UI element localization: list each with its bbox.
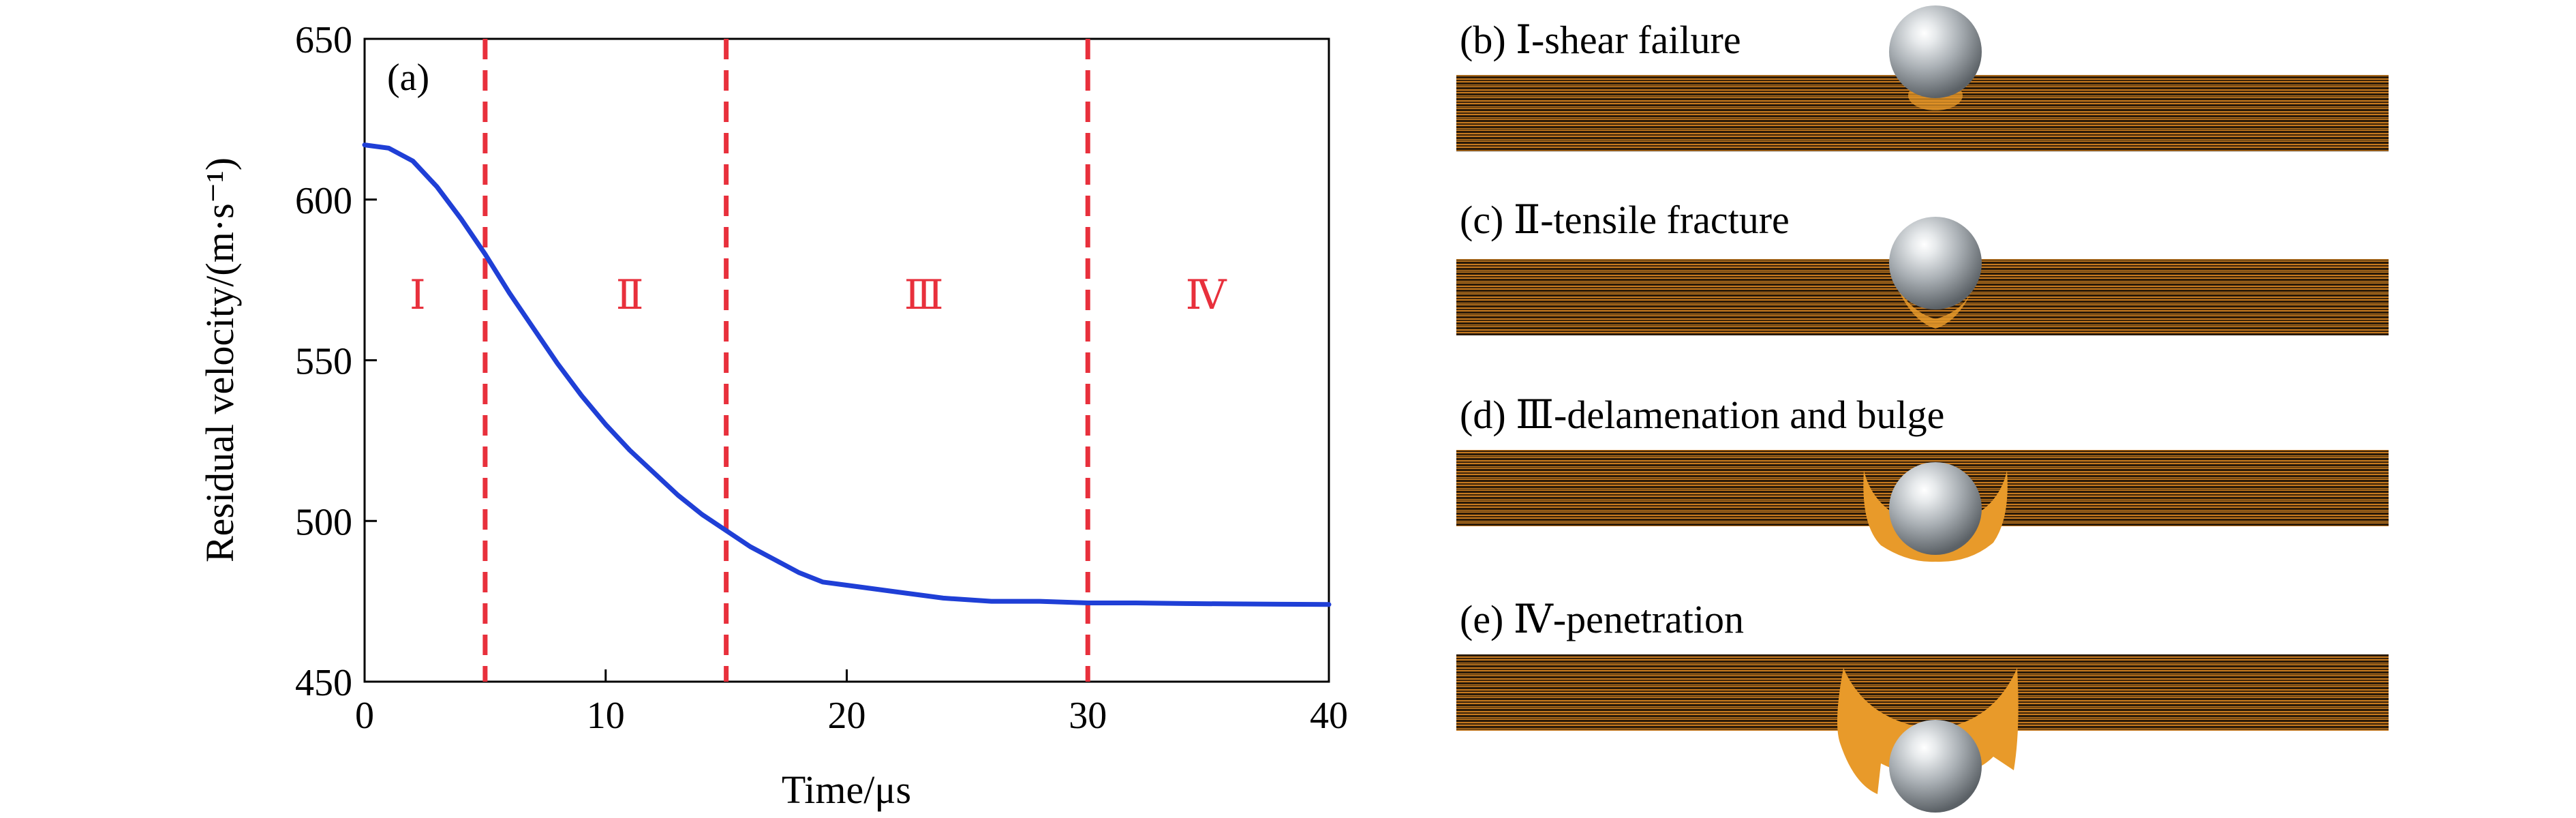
panel-label-a: (a) — [387, 57, 429, 99]
panel-b-caption: (b) Ⅰ-shear failure — [1460, 18, 1741, 62]
x-tick-label: 10 — [587, 695, 625, 737]
x-tick-label: 0 — [355, 695, 374, 737]
stage-label: Ⅰ — [410, 273, 426, 318]
stage-label: Ⅱ — [616, 273, 644, 318]
y-tick-label: 600 — [295, 180, 352, 222]
panel-d-delamination-bulge: (d) Ⅲ-delamenation and bulge — [1456, 393, 2389, 562]
y-tick-label: 650 — [295, 19, 352, 61]
y-axis-label: Residual velocity/(m·s⁻¹) — [198, 157, 242, 562]
stage-labels: Ⅰ Ⅱ Ⅲ Ⅳ — [410, 273, 1227, 318]
stage-label: Ⅳ — [1186, 273, 1227, 318]
x-tick-label: 20 — [828, 695, 866, 737]
panel-d-damage — [1863, 470, 2008, 562]
panel-e-caption: (e) Ⅳ-penetration — [1460, 597, 1744, 641]
y-tick-label: 450 — [295, 662, 352, 704]
panel-d-caption: (d) Ⅲ-delamenation and bulge — [1460, 393, 1944, 437]
panel-c-tensile-fracture: (c) Ⅱ-tensile fracture — [1456, 198, 2389, 335]
panel-e-projectile — [1889, 720, 1982, 813]
panel-e-laminate — [1456, 654, 2389, 731]
panel-c-caption: (c) Ⅱ-tensile fracture — [1460, 198, 1790, 242]
velocity-line-chart: 450 500 550 600 650 0 10 20 30 40 Ⅰ Ⅱ Ⅲ Ⅳ (a) Time/… — [198, 19, 1348, 812]
y-tick-label: 550 — [295, 341, 352, 383]
x-tick-label: 40 — [1310, 695, 1348, 737]
y-axis-ticks: 450 500 550 600 650 — [295, 19, 377, 704]
stage-label: Ⅲ — [904, 273, 944, 318]
panel-d-projectile — [1889, 462, 1982, 555]
panel-b-shear-failure: (b) Ⅰ-shear failure — [1456, 5, 2389, 151]
stage-boundary-lines — [482, 39, 1090, 682]
x-axis-label: Time/μs — [782, 768, 911, 812]
x-axis-ticks: 0 10 20 30 40 — [355, 669, 1348, 737]
y-tick-label: 500 — [295, 501, 352, 543]
x-tick-label: 30 — [1069, 695, 1107, 737]
panel-b-projectile — [1889, 5, 1982, 98]
panel-e-penetration: (e) Ⅳ-penetration — [1456, 597, 2389, 813]
panel-c-projectile — [1889, 217, 1982, 309]
residual-velocity-line — [362, 142, 1332, 607]
